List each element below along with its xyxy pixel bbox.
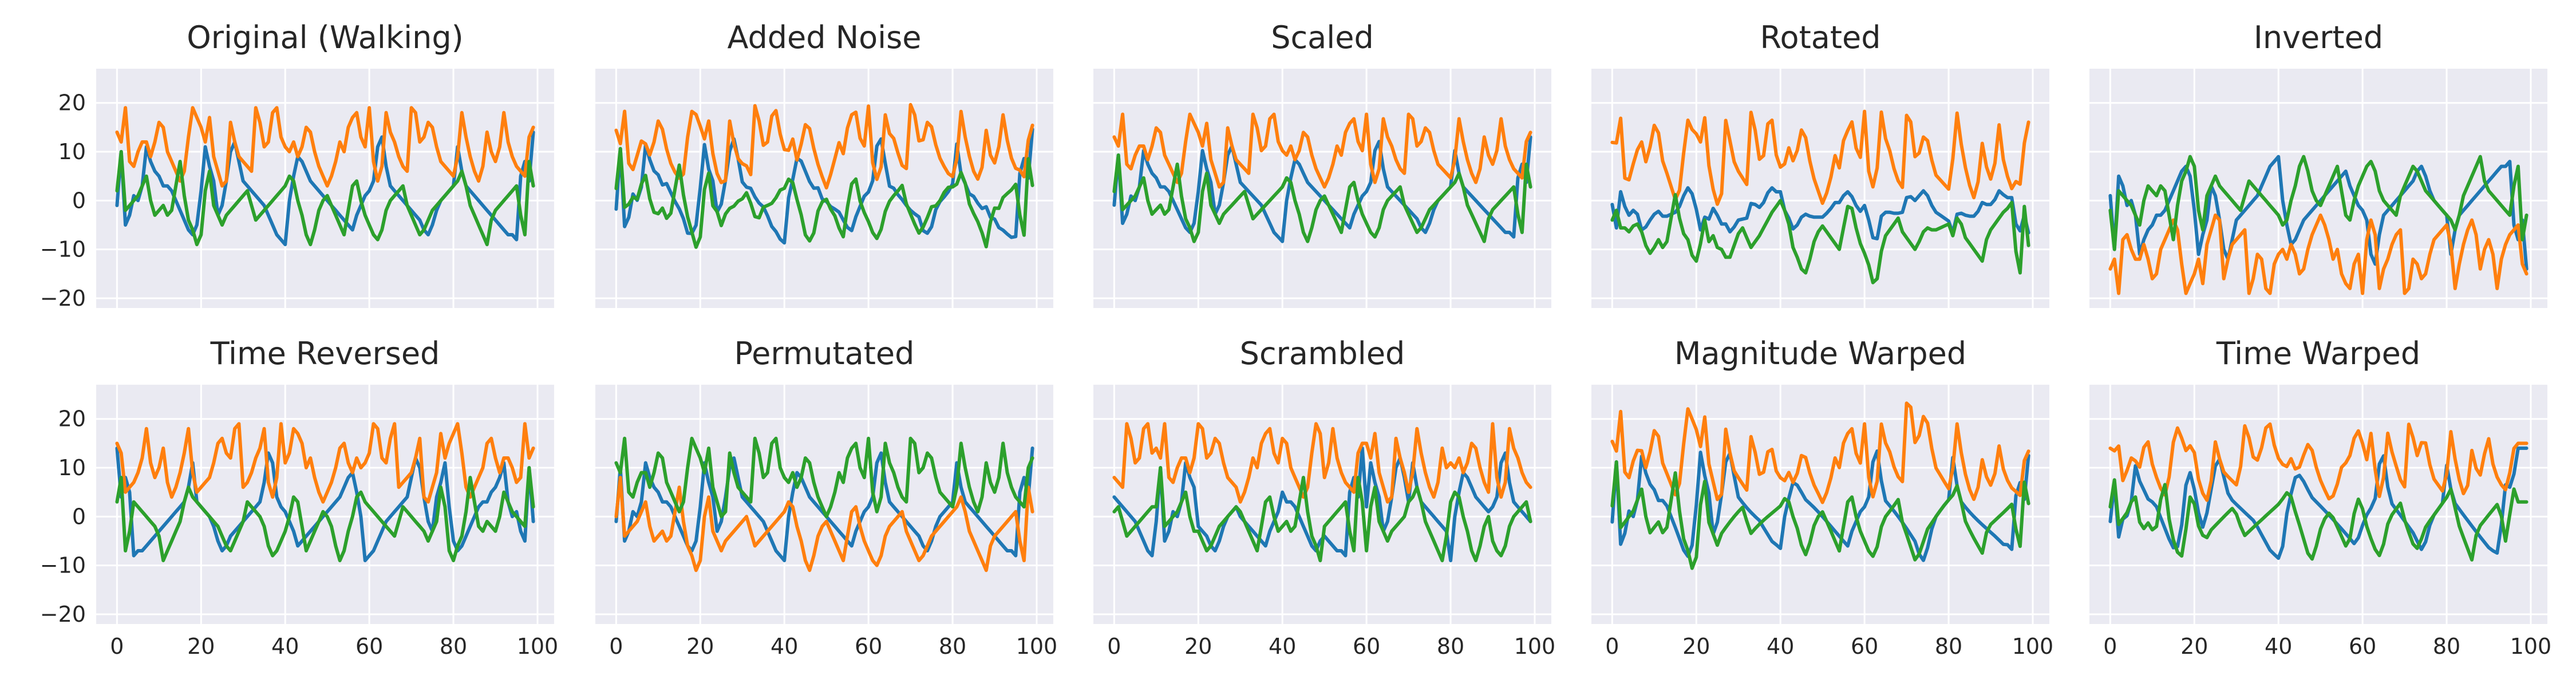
series-line-3 [2108, 155, 2528, 251]
x-tick-label: 40 [771, 634, 798, 659]
x-tick-label: 80 [939, 634, 966, 659]
x-tick-label: 0 [1107, 634, 1121, 659]
series-line-2 [2108, 422, 2528, 502]
panel-9: Magnitude Warped 0 20 40 60 80 100 [1591, 335, 2053, 659]
panel-background [1591, 69, 2049, 308]
series-line-2 [115, 106, 535, 188]
y-tick-label: 10 [58, 455, 86, 480]
x-tick-label: 60 [2349, 634, 2376, 659]
x-tick-label: 100 [1016, 634, 1058, 659]
panel-title: Inverted [2254, 19, 2383, 56]
panel-7: Permutated 0 20 40 60 80 100 [595, 335, 1057, 659]
x-tick-label: 0 [1605, 634, 1619, 659]
series-line-2 [614, 102, 1034, 189]
series-line-1 [1610, 186, 2030, 240]
series-line-2 [614, 476, 1034, 572]
panel-title: Scaled [1271, 19, 1374, 56]
series-line-1 [2108, 446, 2528, 560]
panel-4: Rotated [1591, 19, 2049, 308]
panel-title: Time Reversed [210, 335, 440, 372]
y-tick-label: 10 [58, 139, 86, 164]
x-tick-label: 40 [271, 634, 299, 659]
panel-1: Original (Walking) −20 −10 0 10 20 [40, 19, 554, 311]
x-tick-label: 40 [1269, 634, 1296, 659]
x-tick-label: 20 [1682, 634, 1710, 659]
series-line-3 [1112, 153, 1532, 243]
panel-title: Magnitude Warped [1674, 335, 1966, 372]
panel-background [1093, 385, 1551, 624]
panel-5: Inverted [2089, 19, 2547, 308]
y-tick-label: 0 [72, 188, 86, 213]
x-tick-label: 80 [440, 634, 467, 659]
x-tick-label: 20 [1184, 634, 1212, 659]
panel-title: Added Noise [727, 19, 921, 56]
series-line-2 [115, 422, 535, 504]
x-tick-label: 0 [110, 634, 124, 659]
series-line-2 [1112, 112, 1532, 189]
panel-title: Permutated [734, 335, 915, 372]
series-line-3 [115, 150, 535, 247]
panels-root: Original (Walking) −20 −10 0 10 20 Added Noise… [40, 19, 2551, 659]
panel-background [96, 385, 554, 624]
series-line-3 [614, 147, 1034, 249]
x-tick-label: 80 [1935, 634, 1962, 659]
x-tick-label: 60 [355, 634, 383, 659]
series-line-3 [1610, 460, 2030, 570]
series-line-3 [614, 436, 1034, 519]
panel-background [96, 69, 554, 308]
x-tick-label: 80 [1437, 634, 1464, 659]
x-tick-label: 40 [1767, 634, 1794, 659]
panel-background [2089, 69, 2547, 308]
y-tick-label: 20 [58, 90, 86, 116]
x-tick-label: 60 [1353, 634, 1380, 659]
y-tick-label: −10 [40, 237, 86, 262]
panel-title: Original (Walking) [187, 19, 463, 56]
y-tick-label: −10 [40, 553, 86, 578]
x-tick-label: 60 [1851, 634, 1878, 659]
series-line-2 [1610, 109, 2030, 206]
panel-background [1093, 69, 1551, 308]
x-tick-label: 20 [187, 634, 215, 659]
y-tick-label: −20 [40, 286, 86, 311]
x-tick-label: 0 [609, 634, 623, 659]
panel-10: Time Warped 0 20 40 60 80 100 [2089, 335, 2551, 659]
x-tick-label: 0 [2103, 634, 2117, 659]
series-line-3 [115, 466, 535, 563]
y-tick-label: 20 [58, 406, 86, 432]
x-tick-label: 60 [855, 634, 882, 659]
panel-title: Rotated [1760, 19, 1880, 56]
x-tick-label: 100 [517, 634, 559, 659]
panel-title: Scrambled [1240, 335, 1405, 372]
panel-background [595, 69, 1053, 308]
x-tick-label: 20 [686, 634, 714, 659]
series-line-2 [2108, 213, 2528, 295]
x-tick-label: 100 [2510, 634, 2552, 659]
panel-3: Scaled [1093, 19, 1551, 308]
series-line-3 [2108, 478, 2528, 562]
series-line-3 [1610, 193, 2030, 285]
series-line-2 [1610, 401, 2030, 504]
panel-title: Time Warped [2216, 335, 2420, 372]
series-line-2 [1112, 422, 1532, 504]
x-tick-label: 40 [2265, 634, 2292, 659]
panel-8: Scrambled 0 20 40 60 80 100 [1093, 335, 1555, 659]
x-tick-label: 100 [2012, 634, 2054, 659]
panel-2: Added Noise [595, 19, 1053, 308]
panel-background [595, 385, 1053, 624]
y-tick-label: 0 [72, 504, 86, 529]
y-tick-label: −20 [40, 602, 86, 627]
x-tick-label: 80 [2433, 634, 2460, 659]
panel-6: Time Reversed −20 −10 0 10 20 0 20 40 60 80 100 [40, 335, 558, 659]
series-line-3 [1112, 466, 1532, 563]
x-tick-label: 20 [2180, 634, 2208, 659]
x-tick-label: 100 [1514, 634, 1556, 659]
panel-background [1591, 385, 2049, 624]
